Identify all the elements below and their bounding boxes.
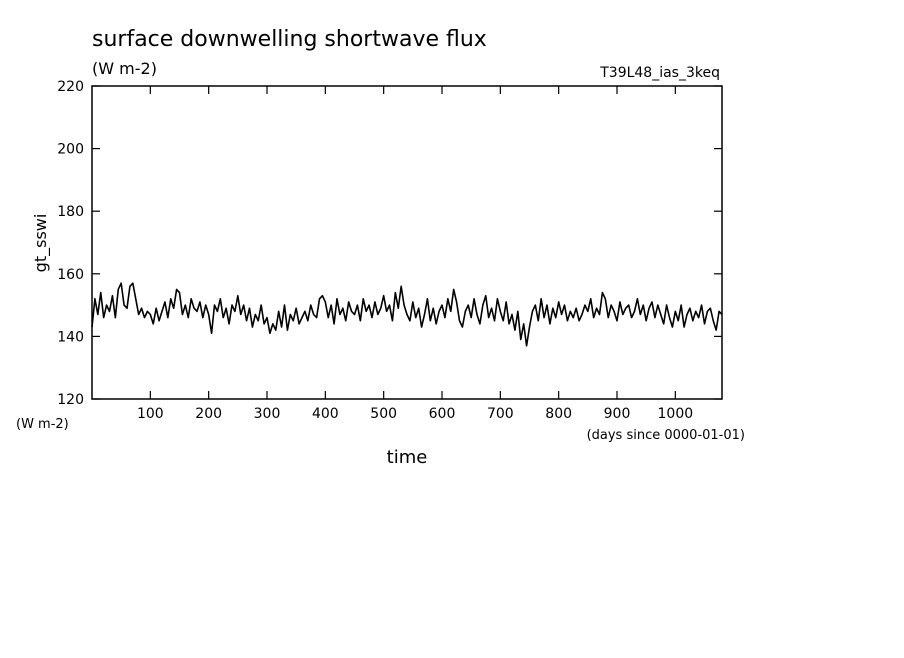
y-tick-label: 160 [57,267,84,283]
chart-title: surface downwelling shortwave flux [92,27,487,52]
data-line [91,282,723,347]
x-tick-label: 700 [487,406,514,422]
x-axis-label: time [387,447,428,468]
y-tick-label: 120 [57,392,84,408]
x-tick-label: 800 [545,406,572,422]
plot-frame [91,85,723,400]
x-tick-label: 600 [429,406,456,422]
x-tick-label: 900 [604,406,631,422]
y-axis-label: gt_sswi [31,214,51,273]
x-tick-label: 200 [195,406,222,422]
y-tick-label: 180 [57,204,84,220]
x-tick-label: 300 [254,406,281,422]
x-tick-label: 100 [137,406,164,422]
y-tick-label: 140 [57,329,84,345]
chart-subtitle: (W m-2) [92,59,157,78]
x-tick-label: 1000 [658,406,694,422]
y-axis-unit: (W m-2) [16,417,69,432]
x-tick-label: 500 [370,406,397,422]
x-axis-unit: (days since 0000-01-01) [587,428,745,443]
y-tick-label: 220 [57,79,84,95]
y-tick-label: 200 [57,142,84,158]
x-tick-label: 400 [312,406,339,422]
annotation: T39L48_ias_3keq [599,65,720,81]
